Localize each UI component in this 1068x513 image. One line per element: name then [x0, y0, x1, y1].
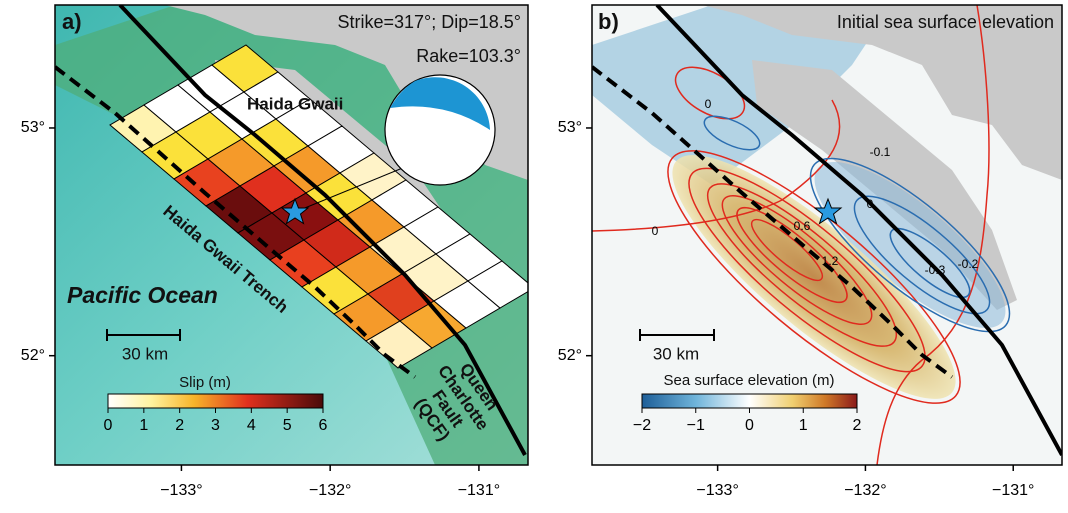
- colorbar-tick-label: 2: [853, 417, 862, 434]
- contour-label: 0: [705, 97, 712, 111]
- panel-title: Initial sea surface elevation: [837, 12, 1054, 32]
- x-tick-label: −133°: [160, 482, 202, 499]
- contour-label: -0.1: [870, 145, 891, 159]
- colorbar-tick-label: 1: [139, 417, 148, 434]
- colorbar-tick-label: 4: [247, 417, 256, 434]
- colorbar-title: Sea surface elevation (m): [664, 372, 835, 389]
- colorbar-tick-label: 0: [745, 417, 754, 434]
- place-label: Pacific Ocean: [67, 282, 218, 308]
- contour-label: -0.3: [925, 263, 946, 277]
- y-tick-label: 52°: [558, 347, 582, 364]
- annotation: Rake=103.3°: [416, 46, 521, 66]
- colorbar-title: Slip (m): [179, 374, 231, 391]
- y-tick-label: 52°: [21, 347, 45, 364]
- colorbar: [642, 394, 857, 408]
- x-tick-label: −131°: [992, 482, 1034, 499]
- x-tick-label: −133°: [696, 482, 738, 499]
- scale-bar-label: 30 km: [653, 344, 699, 363]
- panel-a: 30 km a) Strike=317°; Dip=18.5° Rake=103…: [55, 5, 534, 465]
- contour-label: 0.6: [794, 219, 811, 233]
- colorbar-tick-label: −1: [687, 417, 705, 434]
- panel-label: a): [62, 9, 82, 34]
- contour-label: -0.2: [958, 257, 979, 271]
- panel-label: b): [598, 9, 619, 34]
- y-tick-label: 53°: [558, 119, 582, 136]
- annotation: Strike=317°; Dip=18.5°: [337, 12, 521, 32]
- y-tick-label: 53°: [21, 119, 45, 136]
- place-label: Haida Gwaii: [247, 94, 343, 113]
- colorbar-tick-label: 5: [283, 417, 292, 434]
- colorbar-tick-label: 1: [799, 417, 808, 434]
- contour-label: 0: [652, 224, 659, 238]
- contour-label: 0: [867, 197, 874, 211]
- colorbar: [108, 394, 323, 408]
- colorbar-tick-label: 6: [319, 417, 328, 434]
- x-tick-label: −132°: [844, 482, 886, 499]
- x-tick-label: −131°: [458, 482, 500, 499]
- x-tick-label: −132°: [309, 482, 351, 499]
- contour-label: 1.2: [822, 254, 839, 268]
- panel-b: 0 0 0 -0.1 0.6 1.2 -0.3 -0.2 30 km b) In…: [592, 5, 1062, 465]
- colorbar-tick-label: −2: [633, 417, 651, 434]
- colorbar-tick-label: 3: [211, 417, 220, 434]
- colorbar-tick-label: 2: [175, 417, 184, 434]
- colorbar-tick-label: 0: [104, 417, 113, 434]
- scale-bar-label: 30 km: [122, 344, 168, 363]
- figure: 30 km a) Strike=317°; Dip=18.5° Rake=103…: [0, 0, 1068, 508]
